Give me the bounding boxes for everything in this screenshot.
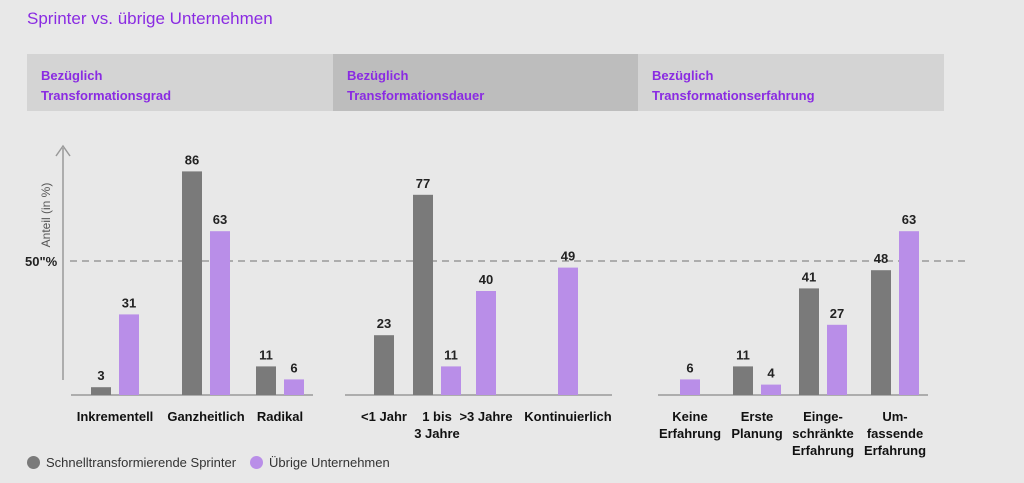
category-label: >3 Jahre xyxy=(459,409,512,424)
data-label-others: 6 xyxy=(686,360,693,375)
data-label-others: 6 xyxy=(290,360,297,375)
bar-others xyxy=(680,379,700,395)
panel-line: Transformationsgrad xyxy=(41,88,172,103)
data-label-others: 4 xyxy=(767,366,775,381)
data-label-sprinter: 3 xyxy=(97,368,104,383)
panel-header-erfahrung: Bezüglich Transformationserfahrung xyxy=(638,54,944,111)
data-label-sprinter: 86 xyxy=(185,152,199,167)
category-label: Kontinuierlich xyxy=(524,409,611,424)
bar-others xyxy=(476,291,496,395)
bar-others xyxy=(899,231,919,395)
category-label: Planung xyxy=(731,426,782,441)
bar-others xyxy=(558,267,578,395)
bar-others xyxy=(284,379,304,395)
category-label: Erfahrung xyxy=(864,443,926,458)
bar-sprinter xyxy=(871,270,891,395)
panel-header-dauer: Bezüglich Transformationsdauer xyxy=(333,54,638,111)
bar-sprinter xyxy=(733,366,753,395)
bar-sprinter xyxy=(91,387,111,395)
category-label: Ganzheitlich xyxy=(167,409,244,424)
data-label-others: 49 xyxy=(561,249,575,264)
category-label: Keine xyxy=(672,409,707,424)
panel-line: Transformationserfahrung xyxy=(652,88,815,103)
bar-others xyxy=(761,384,781,395)
legend: Schnelltransformierende Sprinter Übrige … xyxy=(27,455,390,470)
bar-others xyxy=(210,231,230,395)
reference-line-label: 50"% xyxy=(25,254,58,269)
panel-line: Bezüglich xyxy=(347,68,409,83)
data-label-sprinter: 41 xyxy=(802,269,816,284)
bar-others xyxy=(827,324,847,395)
data-label-sprinter: 77 xyxy=(416,176,430,191)
bar-sprinter xyxy=(413,194,433,395)
bar-sprinter xyxy=(799,288,819,395)
bar-others xyxy=(441,366,461,395)
category-label: Erfahrung xyxy=(659,426,721,441)
panel-line: Bezüglich xyxy=(652,68,714,83)
category-label: 1 bis xyxy=(422,409,452,424)
category-label: Um- xyxy=(882,409,907,424)
y-axis-arrow-icon xyxy=(55,144,71,157)
data-label-sprinter: 23 xyxy=(377,316,391,331)
bar-sprinter xyxy=(182,171,202,395)
category-label: <1 Jahr xyxy=(361,409,407,424)
data-label-others: 63 xyxy=(213,212,227,227)
data-label-others: 27 xyxy=(830,306,844,321)
y-axis-label: Anteil (in %) xyxy=(39,183,53,248)
category-label: Radikal xyxy=(257,409,303,424)
chart-title: Sprinter vs. übrige Unternehmen xyxy=(27,9,273,28)
category-label: Einge- xyxy=(803,409,843,424)
category-label: Inkrementell xyxy=(77,409,154,424)
legend-label-sprinter: Schnelltransformierende Sprinter xyxy=(46,455,237,470)
category-label: 3 Jahre xyxy=(414,426,460,441)
legend-swatch-others xyxy=(250,456,264,469)
data-label-others: 40 xyxy=(479,272,493,287)
category-label: Erste xyxy=(741,409,774,424)
data-label-sprinter: 48 xyxy=(874,251,888,266)
legend-label-others: Übrige Unternehmen xyxy=(269,455,390,470)
bar-sprinter xyxy=(374,335,394,395)
bar-others xyxy=(119,314,139,395)
bar-sprinter xyxy=(256,366,276,395)
data-label-sprinter: 11 xyxy=(736,347,750,362)
panel-header-grad: Bezüglich Transformationsgrad xyxy=(27,54,333,111)
category-label: fassende xyxy=(867,426,923,441)
category-label: schränkte xyxy=(792,426,853,441)
data-label-sprinter: 11 xyxy=(259,347,273,362)
panel-line: Transformationsdauer xyxy=(347,88,485,103)
data-label-others: 63 xyxy=(902,212,916,227)
legend-swatch-sprinter xyxy=(27,456,40,469)
data-label-others: 31 xyxy=(122,295,136,310)
panel-line: Bezüglich xyxy=(41,68,103,83)
category-label: Erfahrung xyxy=(792,443,854,458)
data-label-others: 11 xyxy=(444,347,458,362)
